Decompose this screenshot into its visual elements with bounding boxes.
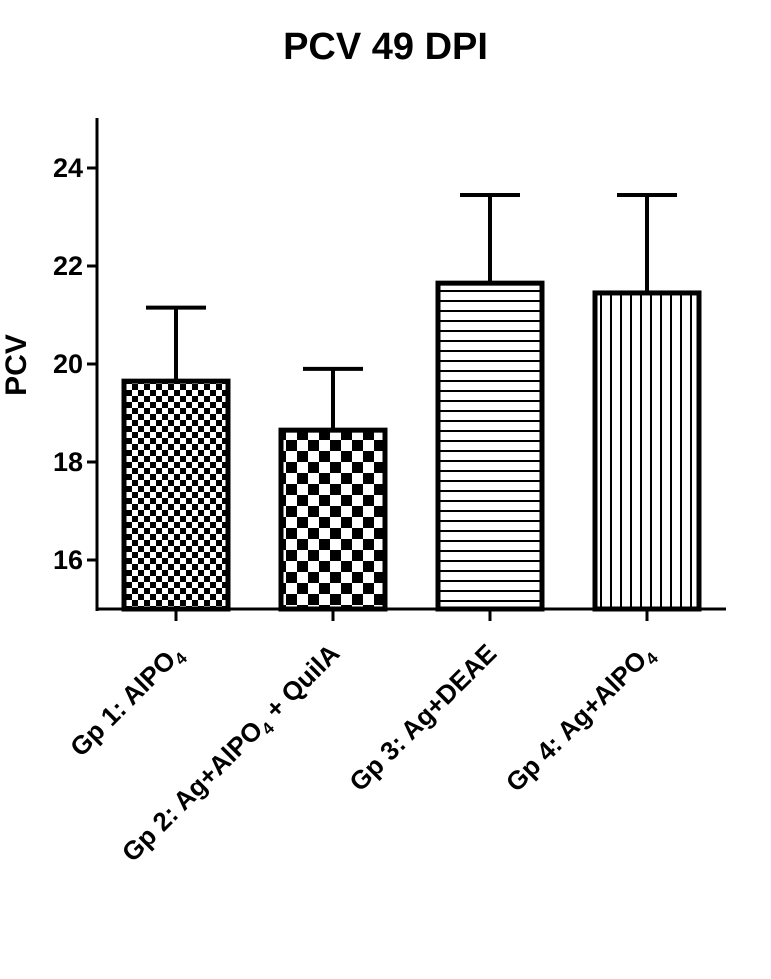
y-tick-label: 20: [53, 349, 83, 379]
x-tick-label: Gp 1: AlPO4: [64, 638, 191, 765]
bar: [435, 280, 545, 612]
y-tick-label: 22: [53, 251, 83, 281]
y-tick-label: 24: [53, 153, 83, 183]
y-tick-label: 16: [53, 545, 83, 575]
bar: [278, 427, 388, 612]
bar: [121, 378, 231, 612]
bar: [592, 290, 702, 612]
x-tick-label: Gp 3: Ag+DEAE: [343, 638, 502, 797]
chart-title: PCV 49 DPI: [283, 26, 488, 68]
x-tick-label: Gp 4: Ag+AlPO4: [500, 638, 663, 801]
y-tick-label: 18: [53, 447, 83, 477]
y-axis-label: PCV: [0, 334, 33, 396]
